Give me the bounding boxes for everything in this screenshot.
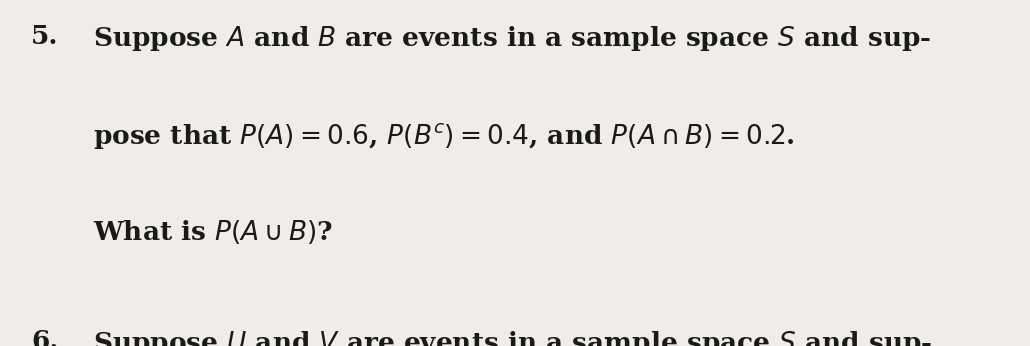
Text: 5.: 5. xyxy=(31,24,59,49)
Text: Suppose $A$ and $B$ are events in a sample space $S$ and sup-: Suppose $A$ and $B$ are events in a samp… xyxy=(93,24,931,53)
Text: pose that $P(A) = 0.6$, $P(B^c) = 0.4$, and $P(A \cap B) = 0.2$.: pose that $P(A) = 0.6$, $P(B^c) = 0.4$, … xyxy=(93,121,794,151)
Text: 6.: 6. xyxy=(31,329,59,346)
Text: What is $P(A \cup B)$?: What is $P(A \cup B)$? xyxy=(93,218,333,246)
Text: Suppose $U$ and $V$ are events in a sample space $S$ and sup-: Suppose $U$ and $V$ are events in a samp… xyxy=(93,329,932,346)
